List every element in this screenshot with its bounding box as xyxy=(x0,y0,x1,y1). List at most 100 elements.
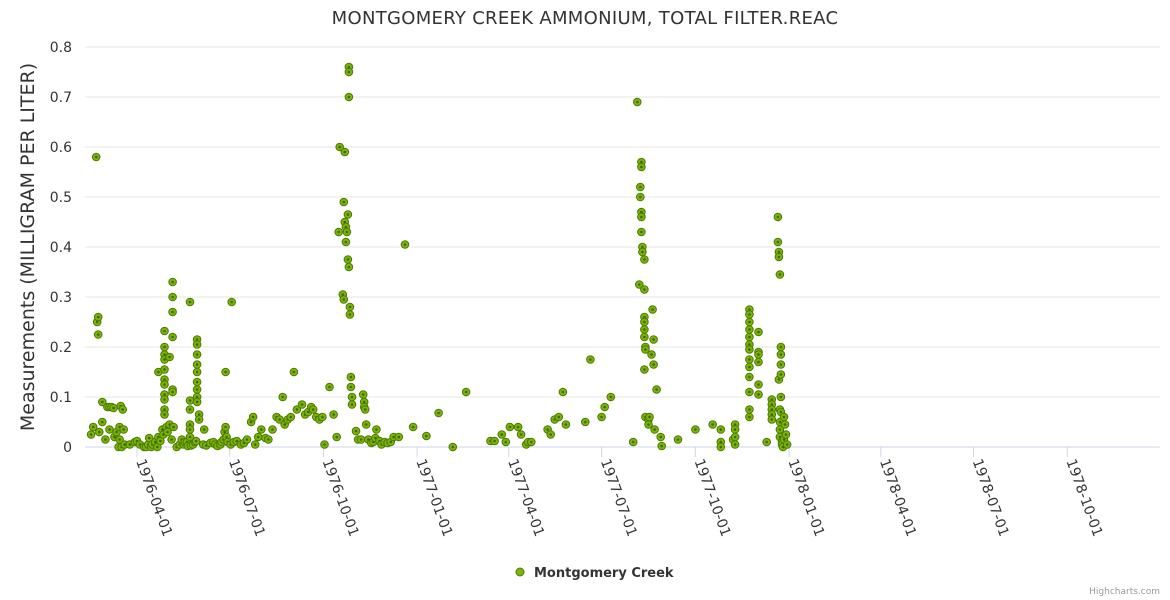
data-point-center xyxy=(354,429,358,433)
data-point-center xyxy=(748,308,751,311)
data-point-center xyxy=(643,315,646,319)
data-point-center xyxy=(223,430,226,434)
y-axis-label: Measurements (MILLIGRAM PER LITER) xyxy=(17,63,39,431)
y-tick-label: 0.5 xyxy=(50,190,72,206)
y-tick-label: 0.1 xyxy=(50,390,72,406)
data-point-center xyxy=(348,305,352,309)
data-point-center xyxy=(561,390,565,394)
data-point-center xyxy=(195,370,199,374)
data-point-center xyxy=(260,428,263,431)
data-point-center xyxy=(640,210,643,214)
data-point-center xyxy=(757,330,760,334)
data-point-center xyxy=(782,438,786,441)
data-point-center xyxy=(271,428,274,431)
data-point-center xyxy=(101,420,104,424)
data-point-center xyxy=(249,420,253,424)
data-point-center xyxy=(757,353,760,356)
data-point-center xyxy=(224,425,227,429)
legend-item-montgomery-creek[interactable]: Montgomery Creek xyxy=(534,566,674,581)
data-point-center xyxy=(748,365,751,369)
data-point-center xyxy=(776,215,780,219)
data-point-center xyxy=(779,395,783,399)
data-point-center xyxy=(171,280,174,284)
data-point-center xyxy=(347,265,351,269)
data-point-center xyxy=(195,388,199,391)
data-point-center xyxy=(300,403,304,406)
data-point-center xyxy=(557,415,561,419)
legend[interactable]: Montgomery Creek xyxy=(515,566,674,581)
data-point-center xyxy=(202,428,206,431)
data-point-center xyxy=(251,415,255,419)
data-point-center xyxy=(640,160,643,164)
data-point-center xyxy=(660,444,663,448)
data-point-center xyxy=(281,395,285,399)
data-point-center xyxy=(363,408,367,411)
data-point-center xyxy=(328,385,331,389)
data-point-center xyxy=(711,423,714,426)
data-point-center xyxy=(748,408,751,411)
data-point-center xyxy=(493,439,496,443)
data-point-center xyxy=(748,375,751,379)
data-point-center xyxy=(306,410,310,414)
data-point-center xyxy=(128,443,132,446)
data-point-center xyxy=(349,385,353,389)
data-point-center xyxy=(392,435,396,439)
data-point-center xyxy=(89,433,93,436)
data-point-center xyxy=(676,438,680,441)
y-tick-label: 0.8 xyxy=(50,40,72,56)
data-point-center xyxy=(337,230,341,234)
data-point-center xyxy=(748,343,751,346)
data-point-center xyxy=(195,338,199,341)
data-point-center xyxy=(777,255,781,259)
data-point-center xyxy=(643,258,646,261)
data-point-center xyxy=(757,393,760,396)
data-point-center xyxy=(172,425,175,429)
data-point-center xyxy=(163,329,166,333)
data-point-center xyxy=(770,398,774,401)
data-point-center xyxy=(96,333,100,336)
data-point-center xyxy=(500,433,504,436)
data-point-center xyxy=(779,410,783,414)
legend-marker[interactable] xyxy=(515,567,525,577)
data-point-center xyxy=(171,310,174,314)
data-point-center xyxy=(253,443,257,446)
data-point-center xyxy=(343,220,347,224)
data-point-center xyxy=(641,245,644,249)
data-point-center xyxy=(361,393,365,396)
y-tick-label: 0.2 xyxy=(50,340,72,356)
data-point-center xyxy=(389,440,393,444)
data-point-center xyxy=(197,413,201,416)
data-point-center xyxy=(640,230,643,234)
data-point-center xyxy=(639,185,642,189)
data-point-center xyxy=(343,150,347,154)
data-point-center xyxy=(171,390,174,394)
data-point-center xyxy=(166,430,169,434)
data-point-center xyxy=(451,445,455,449)
data-point-center xyxy=(188,428,192,431)
series-montgomery-creek[interactable] xyxy=(86,62,792,452)
grid-lines xyxy=(85,46,1160,398)
data-point-center xyxy=(504,440,508,444)
data-point-center xyxy=(122,428,125,431)
data-point-center xyxy=(171,295,174,299)
credits-link[interactable]: Highcharts.com xyxy=(1089,587,1160,597)
data-point-center xyxy=(653,428,656,431)
data-point-center xyxy=(655,388,658,391)
data-point-center xyxy=(643,368,646,371)
data-point-center xyxy=(341,293,345,296)
data-point-center xyxy=(785,443,789,446)
data-point-center xyxy=(245,438,249,441)
data-point-center xyxy=(549,433,552,436)
data-point-center xyxy=(346,258,350,261)
data-point-center xyxy=(719,445,723,449)
data-point-center xyxy=(323,443,326,446)
data-point-center xyxy=(519,433,523,436)
data-point-center xyxy=(397,435,401,439)
data-point-center xyxy=(121,408,124,411)
data-point-center xyxy=(94,155,98,159)
data-point-center xyxy=(350,395,354,399)
data-point-center xyxy=(154,440,157,444)
data-point-center xyxy=(168,355,171,359)
data-point-center xyxy=(748,335,751,339)
data-point-center xyxy=(163,353,166,356)
